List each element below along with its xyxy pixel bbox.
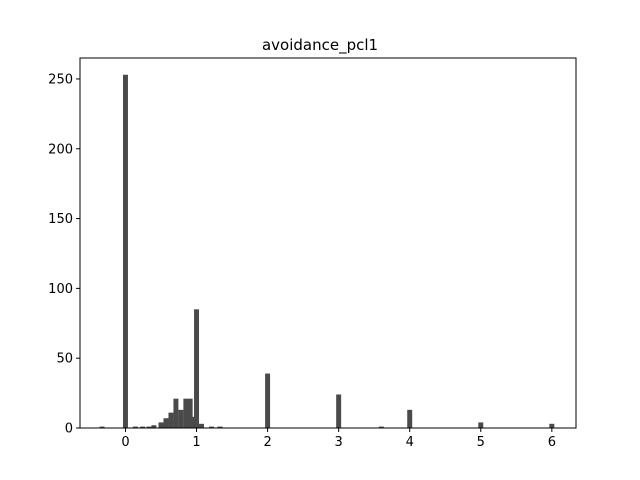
histogram-bar: [191, 416, 197, 428]
x-tick-label: 2: [263, 435, 271, 450]
y-tick-label: 100: [48, 282, 73, 297]
histogram-bar: [158, 422, 164, 428]
y-tick-label: 150: [48, 212, 73, 227]
histogram-bar: [187, 398, 193, 428]
histogram-bar: [336, 394, 342, 428]
x-tick-label: 6: [548, 435, 556, 450]
bars-layer: [99, 74, 555, 428]
histogram-bar: [146, 426, 152, 428]
histogram-bar: [199, 423, 204, 428]
histogram-bar: [208, 426, 214, 428]
histogram-bar: [122, 74, 128, 428]
histogram-bar: [549, 423, 555, 428]
y-axis: 0 50 100 150 200 250: [48, 72, 80, 437]
chart-title: avoidance_pcl1: [262, 36, 378, 55]
x-axis: 0 1 2 3 4 5 6: [121, 428, 556, 450]
histogram-bar: [407, 409, 413, 428]
plot-area-frame: [79, 57, 577, 429]
y-tick-label: 50: [56, 352, 73, 367]
x-tick-label: 0: [121, 435, 129, 450]
histogram-bar: [163, 418, 169, 428]
x-tick-label: 3: [335, 435, 343, 450]
histogram-bar: [217, 426, 223, 428]
x-tick-label: 1: [192, 435, 200, 450]
histogram-bar: [173, 398, 179, 428]
histogram-bar: [265, 373, 271, 428]
histogram-bar: [132, 426, 138, 428]
y-tick-label: 0: [65, 422, 73, 437]
histogram-bar: [151, 425, 157, 428]
histogram-bar: [99, 426, 105, 428]
histogram-bar: [378, 426, 384, 428]
histogram-bar: [183, 398, 189, 428]
y-tick-label: 250: [48, 72, 73, 87]
histogram-bar: [194, 309, 200, 428]
histogram-bar: [178, 409, 184, 428]
histogram-bar: [478, 422, 484, 428]
x-tick-label: 4: [406, 435, 414, 450]
histogram-bar: [168, 412, 174, 428]
histogram-bar: [140, 426, 146, 428]
x-tick-label: 5: [477, 435, 485, 450]
y-tick-label: 200: [48, 142, 73, 157]
